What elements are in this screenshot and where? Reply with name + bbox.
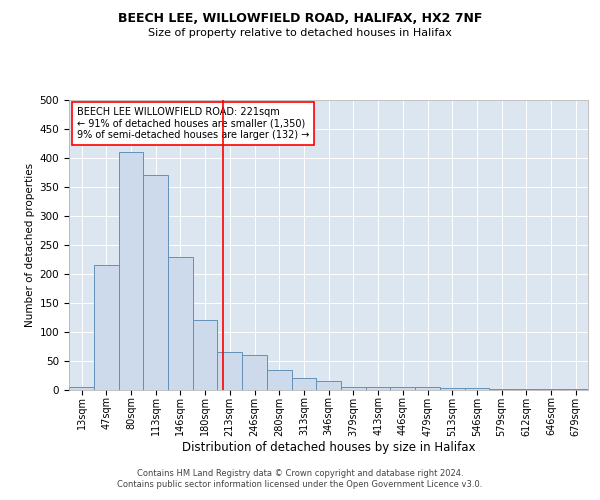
Text: Contains public sector information licensed under the Open Government Licence v3: Contains public sector information licen… [118,480,482,489]
Text: BEECH LEE, WILLOWFIELD ROAD, HALIFAX, HX2 7NF: BEECH LEE, WILLOWFIELD ROAD, HALIFAX, HX… [118,12,482,26]
Bar [465,388,489,390]
Bar [242,355,267,390]
Bar [316,382,341,390]
Bar [539,389,563,390]
Bar [94,266,119,390]
X-axis label: Distribution of detached houses by size in Halifax: Distribution of detached houses by size … [182,441,475,454]
Bar [440,388,465,390]
Text: Size of property relative to detached houses in Halifax: Size of property relative to detached ho… [148,28,452,38]
Bar [292,378,316,390]
Bar [415,387,440,390]
Bar [366,387,391,390]
Bar [563,389,588,390]
Text: Contains HM Land Registry data © Crown copyright and database right 2024.: Contains HM Land Registry data © Crown c… [137,468,463,477]
Y-axis label: Number of detached properties: Number of detached properties [25,163,35,327]
Bar [391,387,415,390]
Text: BEECH LEE WILLOWFIELD ROAD: 221sqm
← 91% of detached houses are smaller (1,350)
: BEECH LEE WILLOWFIELD ROAD: 221sqm ← 91%… [77,108,309,140]
Bar [69,387,94,390]
Bar [119,152,143,390]
Bar [514,389,539,390]
Bar [168,256,193,390]
Bar [341,387,366,390]
Bar [217,352,242,390]
Bar [193,320,217,390]
Bar [267,370,292,390]
Bar [143,176,168,390]
Bar [489,389,514,390]
